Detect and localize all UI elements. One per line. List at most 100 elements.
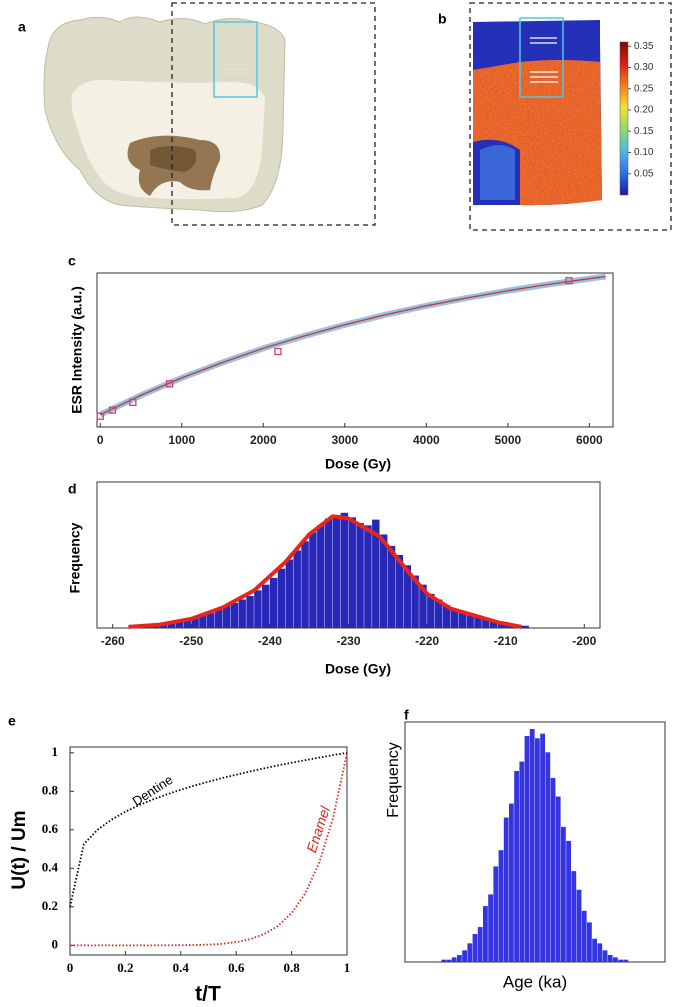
x-tick-label: -200: [572, 634, 596, 648]
histogram-bar: [427, 593, 435, 628]
x-tick-label: 2000: [250, 433, 277, 447]
histogram-bar: [561, 826, 566, 962]
y-axis-label: Frequency: [67, 522, 83, 593]
histogram-bar: [246, 596, 254, 628]
histogram-bar: [477, 927, 483, 962]
y-tick-label: 0.6: [42, 821, 59, 836]
histogram-bar: [458, 610, 466, 628]
histogram-bar: [285, 559, 294, 628]
y-tick-label: 0.8: [42, 782, 59, 797]
histogram-bar: [514, 770, 519, 962]
histogram-bar: [571, 871, 577, 962]
heat-map: [469, 2, 672, 231]
x-tick-label: 5000: [494, 433, 521, 447]
histogram-bar: [403, 565, 411, 628]
x-tick-label: -260: [101, 634, 125, 648]
plot-frame: [69, 746, 348, 956]
histogram-bar: [607, 955, 613, 962]
histogram-bar: [581, 910, 587, 962]
histogram-bar: [613, 957, 618, 962]
panel-label: f: [404, 707, 409, 723]
panel-label: a: [18, 19, 26, 35]
colorbar: [619, 41, 629, 196]
y-axis-label: U(t) / Um: [9, 810, 30, 889]
histogram-bar: [482, 617, 490, 628]
histogram-bar: [503, 817, 509, 962]
histogram-bar: [489, 620, 498, 628]
histogram-bar: [238, 599, 246, 628]
x-tick-label: 0.8: [283, 960, 300, 975]
colorbar-tick-label: 0.10: [634, 147, 654, 158]
histogram-bar: [587, 922, 592, 962]
x-tick-label: 3000: [331, 433, 358, 447]
colorbar-tick-label: 0.15: [634, 126, 654, 137]
fit-line: [99, 275, 606, 416]
data-point: [565, 277, 573, 285]
y-axis-label: ESR Intensity (a.u.): [69, 286, 85, 414]
panel-label: e: [8, 713, 16, 729]
x-tick-label: 0.6: [228, 960, 245, 975]
x-axis-label: Dose (Gy): [325, 456, 391, 472]
x-tick-label: -250: [179, 634, 203, 648]
y-tick-label: 0.2: [42, 898, 58, 913]
histogram-bar: [324, 518, 333, 628]
histogram-bar: [372, 519, 380, 628]
histogram-bar: [576, 889, 582, 962]
histogram-bar: [535, 738, 540, 962]
histogram-bar: [462, 950, 467, 962]
colorbar-tick-label: 0.35: [634, 41, 654, 52]
x-axis-label: Dose (Gy): [325, 661, 391, 677]
y-tick-label: 1: [52, 744, 59, 759]
colorbar-tick-label: 0.30: [634, 62, 654, 73]
histogram-bar: [411, 575, 419, 628]
x-axis-label: Age (ka): [503, 972, 567, 991]
plot-frame: [96, 272, 614, 428]
histogram-bar: [519, 761, 525, 962]
y-tick-label: 0.4: [42, 859, 59, 874]
x-tick-label: 4000: [413, 433, 440, 447]
histogram-bar: [262, 584, 270, 628]
series-line: [70, 752, 348, 947]
histogram-bar: [597, 943, 603, 962]
histogram-bar: [340, 512, 349, 628]
histogram-bar: [493, 866, 499, 962]
colorbar-tick-label: 0.05: [634, 168, 654, 179]
histogram-bar: [555, 796, 561, 962]
histogram-bar: [474, 615, 482, 628]
histogram-bar: [457, 955, 462, 962]
histogram-bar: [379, 534, 388, 628]
histogram-bar: [317, 525, 325, 628]
histogram-bar: [364, 525, 372, 628]
histogram-bar: [356, 523, 364, 628]
histogram-bar: [450, 608, 459, 628]
panel-label: b: [438, 11, 447, 27]
histogram-bar: [592, 938, 597, 962]
x-tick-label: 0: [97, 433, 104, 447]
x-tick-label: 1: [344, 960, 351, 975]
histogram-bar: [442, 605, 451, 628]
histogram-bar: [395, 555, 404, 628]
data-point: [274, 347, 282, 356]
colorbar-tick-label: 0.20: [634, 105, 654, 116]
histogram-bar: [524, 735, 530, 962]
histogram-bar: [566, 840, 571, 962]
histogram-bar: [167, 622, 176, 628]
histogram-bar: [301, 541, 309, 628]
data-point: [165, 380, 174, 388]
histogram-bar: [497, 622, 506, 628]
histogram-bar: [387, 545, 396, 628]
histogram-bar: [529, 728, 535, 962]
histogram-bar: [277, 568, 286, 628]
data-point: [96, 412, 104, 420]
data-point: [129, 398, 137, 407]
histogram-bar: [466, 613, 474, 628]
histogram-bar: [230, 602, 239, 628]
histogram-bar: [214, 609, 223, 628]
x-tick-label: 1000: [168, 433, 195, 447]
histogram-bar: [602, 950, 608, 962]
histogram-bar: [191, 617, 199, 628]
histogram-bar: [183, 620, 191, 628]
histogram-bar: [550, 777, 556, 962]
x-tick-label: -230: [336, 634, 360, 648]
x-tick-label: 0.4: [173, 960, 190, 975]
